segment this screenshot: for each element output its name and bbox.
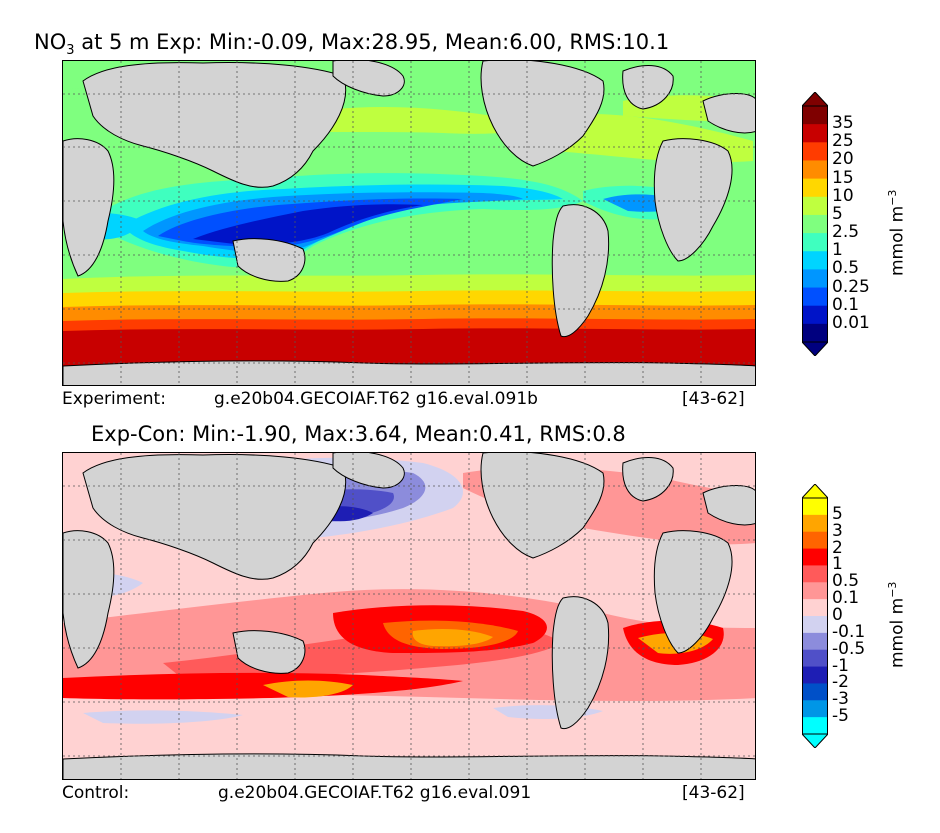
colorbar-tick-label: 20 [832, 149, 854, 170]
bottom-colorbar-units: mmol m−3 [886, 582, 908, 668]
colorbar-tick-label: -1 [832, 655, 849, 676]
colorbar-tick-label: 0.1 [832, 588, 860, 609]
bottom-footer-years: [43-62] [682, 783, 745, 803]
colorbar-svg [800, 483, 830, 749]
units-text: mmol m [887, 205, 908, 276]
colorbar-under-triangle [800, 733, 830, 749]
top-map-title: NO3 at 5 m Exp: Min:-0.09, Max:28.95, Me… [34, 30, 669, 58]
colorbar-under-triangle [800, 341, 830, 357]
colorbar-segment [802, 582, 828, 600]
colorbar-segment [802, 514, 828, 533]
colorbar-tick-label: 0.01 [832, 312, 870, 333]
colorbar-segment [802, 251, 828, 270]
colorbar-segment [802, 649, 828, 668]
colorbar-segment [802, 269, 828, 289]
colorbar-segment [802, 196, 828, 216]
colorbar-segment [802, 142, 828, 161]
colorbar-segment [802, 616, 828, 634]
colorbar-tick-label: 0.25 [832, 276, 870, 297]
top-map-canvas [63, 61, 755, 385]
colorbar-segment [802, 106, 828, 125]
top-footer-left: Experiment: [62, 389, 166, 409]
top-map [62, 60, 756, 386]
colorbar-segment [802, 683, 828, 701]
colorbar-segment [802, 632, 828, 651]
title-variable: NO [34, 30, 67, 54]
units-text: mmol m [887, 597, 908, 668]
colorbar-over-triangle [800, 483, 830, 499]
units-exponent: −3 [886, 189, 899, 206]
colorbar-segment [802, 233, 828, 252]
colorbar-tick-label: 0.5 [832, 571, 860, 592]
top-colorbar [800, 91, 830, 357]
colorbar-tick-label: 15 [832, 167, 854, 188]
colorbar-over-triangle [800, 91, 830, 107]
colorbar-segment [802, 599, 828, 617]
colorbar-tick-label: -2 [832, 672, 849, 693]
top-footer-case: g.e20b04.GECOIAF.T62 g16.eval.091b [214, 389, 538, 409]
top-colorbar-units: mmol m−3 [886, 190, 908, 276]
colorbar-segment [802, 287, 828, 307]
colorbar-segment [802, 548, 828, 566]
colorbar-segment [802, 305, 828, 325]
colorbar-tick-label: 25 [832, 131, 854, 152]
colorbar-tick-label: 5 [832, 503, 843, 524]
bottom-colorbar [800, 483, 830, 749]
colorbar-tick-label: 0.5 [832, 258, 860, 279]
units-exponent: −3 [886, 581, 899, 598]
bottom-map [62, 452, 756, 780]
colorbar-tick-label: 3 [832, 520, 843, 541]
colorbar-svg [800, 91, 830, 357]
bottom-footer-left: Control: [62, 783, 130, 803]
colorbar-tick-label: 1 [832, 240, 843, 261]
colorbar-tick-label: -0.1 [832, 621, 866, 642]
colorbar-tick-label: 10 [832, 185, 854, 206]
title-variable-subscript: 3 [66, 43, 75, 59]
colorbar-segment [802, 717, 828, 735]
colorbar-segment [802, 666, 828, 684]
colorbar-segment [802, 531, 828, 550]
colorbar-tick-label: 1 [832, 554, 843, 575]
colorbar-tick-label: -0.5 [832, 638, 866, 659]
colorbar-tick-label: 2.5 [832, 222, 860, 243]
colorbar-tick-label: -3 [832, 689, 849, 710]
colorbar-tick-label: 5 [832, 203, 843, 224]
colorbar-segment [802, 565, 828, 583]
top-footer-years: [43-62] [682, 389, 745, 409]
bottom-map-canvas [63, 453, 755, 779]
colorbar-segment [802, 214, 828, 234]
bottom-footer-case: g.e20b04.GECOIAF.T62 g16.eval.091 [218, 783, 532, 803]
colorbar-segment [802, 700, 828, 718]
colorbar-segment [802, 498, 828, 516]
colorbar-tick-label: -5 [832, 706, 849, 727]
colorbar-tick-label: 0 [832, 605, 843, 625]
colorbar-segment [802, 323, 828, 343]
colorbar-tick-label: 2 [832, 537, 843, 558]
colorbar-segment [802, 160, 828, 180]
title-stats: at 5 m Exp: Min:-0.09, Max:28.95, Mean:6… [74, 30, 670, 54]
colorbar-tick-label: 35 [832, 113, 854, 134]
colorbar-segment [802, 178, 828, 198]
colorbar-segment [802, 124, 828, 143]
bottom-map-title: Exp-Con: Min:-1.90, Max:3.64, Mean:0.41,… [91, 422, 626, 446]
colorbar-tick-label: 0.1 [832, 294, 860, 315]
